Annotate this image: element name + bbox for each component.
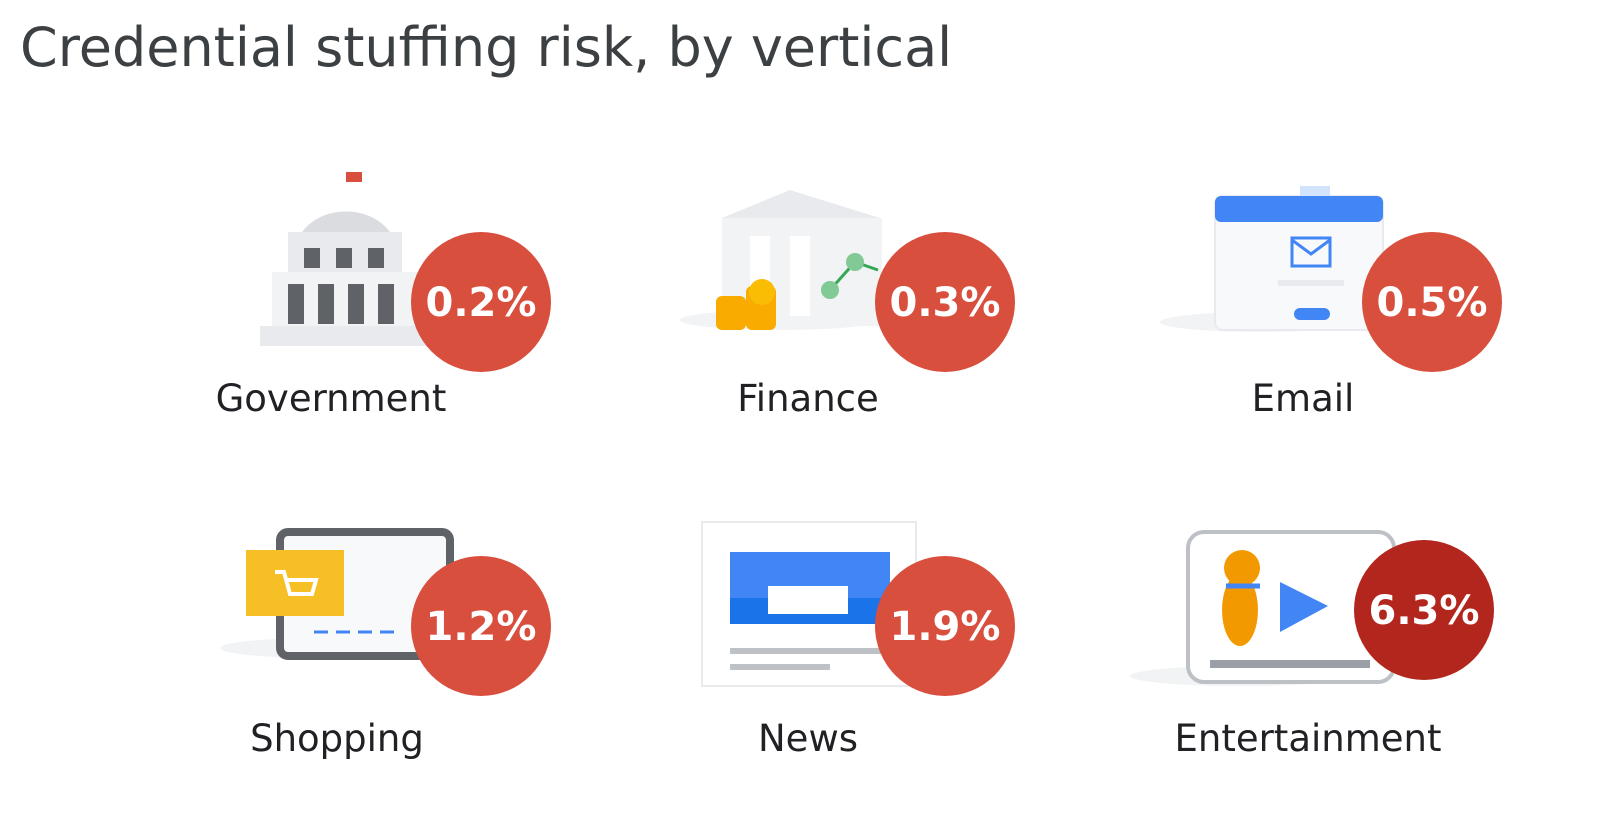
vertical-label: News <box>758 717 858 760</box>
value-badge <box>1354 540 1494 680</box>
entertainment-icon <box>1130 530 1396 686</box>
value-text: 0.3% <box>890 280 1001 326</box>
value-text: 0.2% <box>426 280 537 326</box>
government-icon <box>260 172 430 346</box>
value-text: 6.3% <box>1369 588 1480 634</box>
value-text: 1.2% <box>426 604 537 650</box>
value-text: 1.9% <box>890 604 1001 650</box>
value-badge <box>411 556 551 696</box>
shopping-icon <box>220 528 454 660</box>
title: Credential stuffing risk, by vertical <box>20 16 952 79</box>
vertical-label: Shopping <box>250 717 424 760</box>
vertical-label: Government <box>216 377 447 420</box>
items: 0.2% Government 0.3% Finance 0.5% Email 1.2% Sh… <box>216 232 1502 760</box>
finance-icon <box>680 190 882 330</box>
value-badge <box>411 232 551 372</box>
vertical-label: Email <box>1252 377 1355 420</box>
value-badge <box>875 232 1015 372</box>
vertical-label: Finance <box>737 377 879 420</box>
value-badge <box>875 556 1015 696</box>
vertical-label: Entertainment <box>1175 717 1442 760</box>
value-badge <box>1362 232 1502 372</box>
value-text: 0.5% <box>1377 280 1488 326</box>
email-icon <box>1160 186 1384 332</box>
